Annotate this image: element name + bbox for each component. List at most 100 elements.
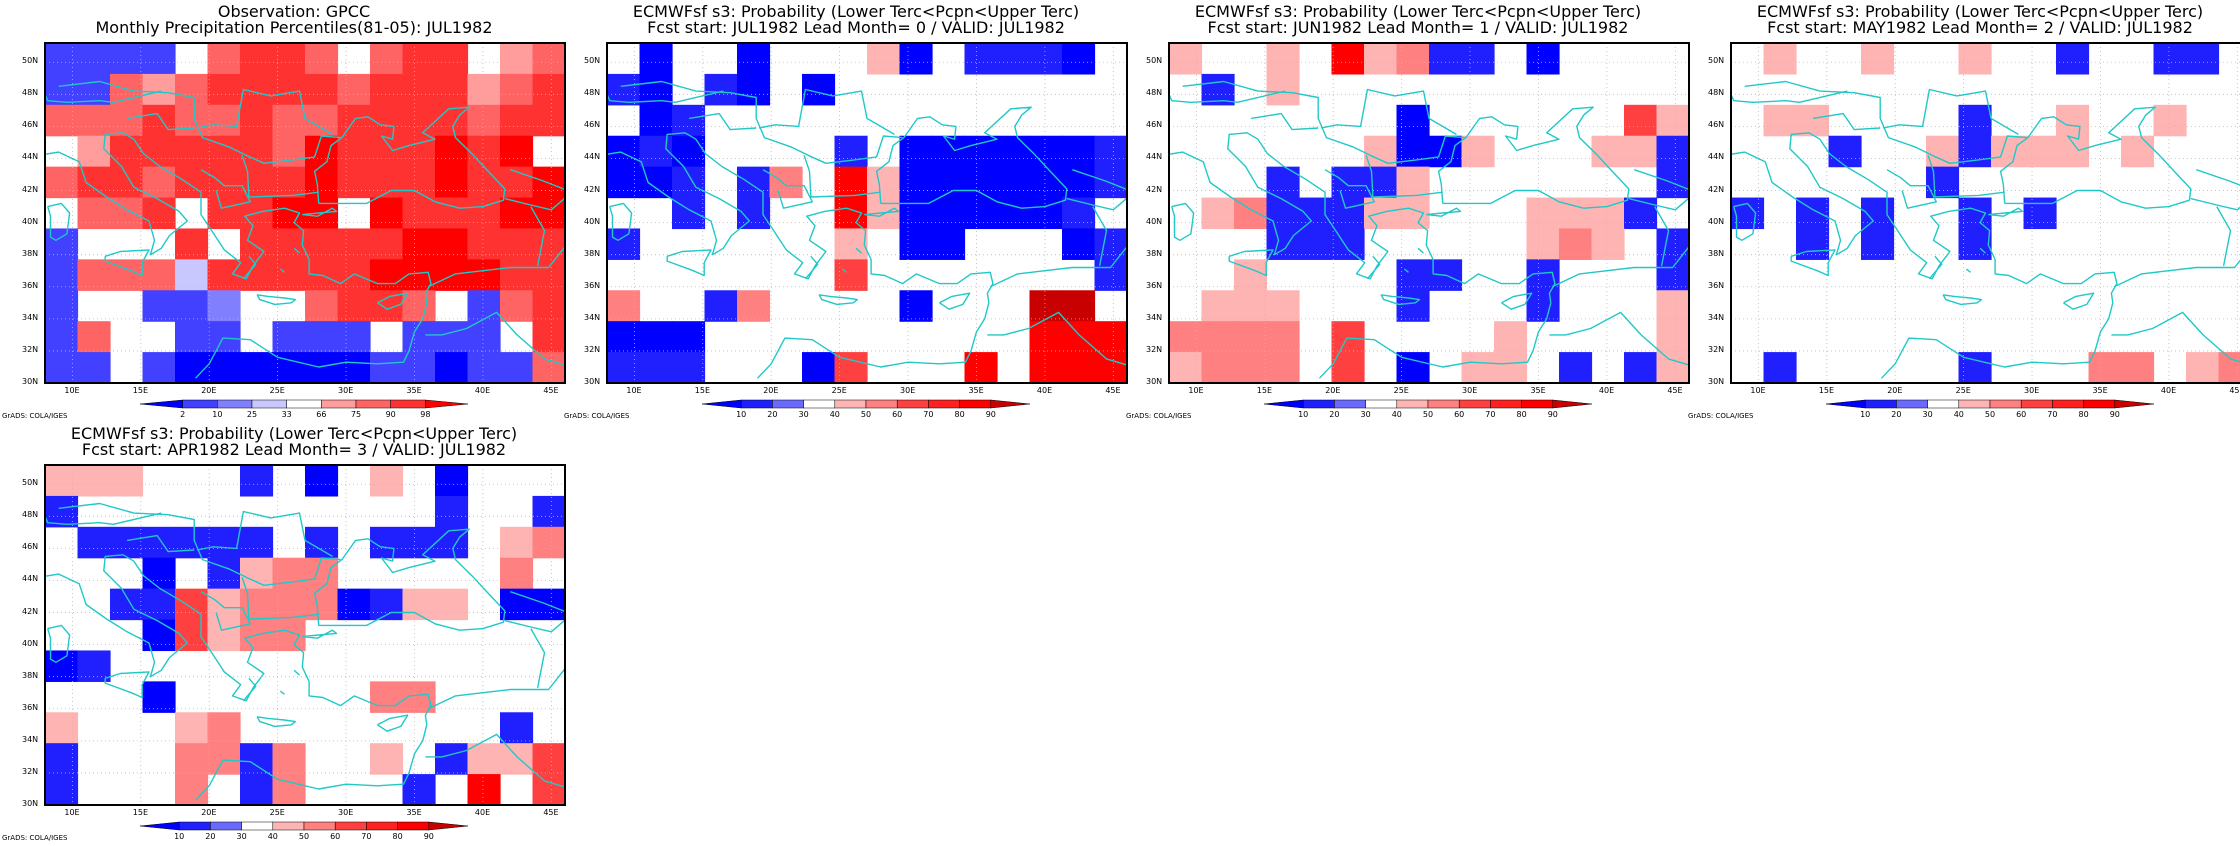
grid-cell: [500, 743, 533, 775]
grid-cell: [1364, 43, 1397, 75]
grid-cell: [143, 558, 176, 590]
lon-tick-label: 10E: [1750, 386, 1765, 395]
grid-cell: [1030, 43, 1063, 75]
lat-tick-label: 36N: [584, 281, 600, 290]
grid-cell: [305, 43, 338, 75]
lon-tick-label: 35E: [2092, 386, 2107, 395]
grid-cell: [533, 774, 566, 806]
colorbar-label: 40: [1954, 410, 1964, 419]
lat-tick-label: 32N: [22, 345, 38, 354]
grid-cell: [78, 321, 111, 353]
grid-cell: [500, 43, 533, 75]
lat-tick-label: 42N: [22, 185, 38, 194]
grid-cell: [867, 43, 900, 75]
grads-credit: GrADS: COLA/IGES: [1688, 412, 1753, 420]
colorbar-label: 50: [1985, 410, 1995, 419]
grid-cell: [78, 527, 111, 559]
grid-cell: [607, 352, 640, 384]
grid-cell: [435, 43, 468, 75]
coastline: [302, 630, 336, 638]
grid-cell: [175, 290, 208, 322]
colorbar-label: 75: [351, 410, 361, 419]
lat-tick-label: 32N: [1708, 345, 1724, 354]
colorbar-swatch: [1928, 400, 1959, 408]
grid-cell: [403, 198, 436, 230]
grid-cell: [1462, 352, 1495, 384]
coastline: [378, 715, 408, 731]
coastline: [380, 805, 390, 806]
lat-tick-label: 46N: [1708, 120, 1724, 129]
colorbar: [1264, 399, 1592, 409]
coastline: [1966, 269, 1970, 272]
grid-cell: [1462, 136, 1495, 168]
lon-tick-label: 15E: [133, 386, 148, 395]
grid-cell: [500, 198, 533, 230]
coastline: [257, 295, 295, 305]
lat-tick-label: 40N: [22, 639, 38, 648]
grid-cell: [240, 743, 273, 775]
colorbar-label: 70: [1485, 410, 1495, 419]
grid-cell: [468, 290, 501, 322]
colorbar-swatch: [335, 822, 366, 830]
lat-tick-label: 36N: [22, 703, 38, 712]
lon-tick-label: 10E: [64, 808, 79, 817]
colorbar-label: 98: [420, 410, 430, 419]
grid-cell: [78, 105, 111, 137]
lat-tick-label: 48N: [1708, 88, 1724, 97]
grid-cell: [78, 198, 111, 230]
grid-cell: [175, 228, 208, 260]
grid-cell: [607, 290, 640, 322]
coastline: [257, 717, 295, 727]
colorbar-label: 40: [1392, 410, 1402, 419]
grid-cell: [240, 352, 273, 384]
lon-tick-label: 10E: [1188, 386, 1203, 395]
colorbar-swatch: [1334, 400, 1365, 408]
grid-cell: [208, 74, 241, 106]
grid-cell: [240, 105, 273, 137]
grid-cell: [533, 105, 566, 137]
grid-cell: [640, 352, 673, 384]
grid-cell: [240, 43, 273, 75]
colorbar-swatch: [217, 400, 252, 408]
lon-tick-label: 20E: [201, 808, 216, 817]
grid-cell: [1202, 352, 1235, 384]
colorbar-swatch: [304, 822, 335, 830]
grid-cell: [533, 496, 566, 528]
grid-cell: [1429, 43, 1462, 75]
colorbar-swatch: [273, 822, 304, 830]
grid-cell: [1267, 74, 1300, 106]
grid-cell: [370, 743, 403, 775]
grid-cell: [672, 167, 705, 199]
colorbar-swatch: [866, 400, 897, 408]
lon-tick-label: 10E: [64, 386, 79, 395]
grid-cell: [468, 352, 501, 384]
grid-cell: [965, 198, 998, 230]
coastline: [2191, 170, 2240, 210]
grid-cell: [45, 774, 78, 806]
grid-cell: [1657, 352, 1690, 384]
colorbar-swatch: [1459, 400, 1490, 408]
grid-cell: [1364, 167, 1397, 199]
grid-cell: [78, 465, 111, 497]
grid-cell: [435, 105, 468, 137]
grid-cell: [2056, 43, 2089, 75]
grid-cell: [1494, 321, 1527, 353]
colorbar-swatch: [1826, 400, 1865, 408]
coastline: [940, 293, 970, 309]
grid-cell: [1764, 43, 1797, 75]
grid-cell: [175, 136, 208, 168]
colorbar-swatch: [425, 400, 468, 408]
lat-tick-label: 38N: [1146, 249, 1162, 258]
grid-cell: [533, 743, 566, 775]
grid-cell: [143, 620, 176, 652]
coastline: [819, 295, 857, 305]
grid-cell: [2089, 352, 2122, 384]
colorbar-swatch: [2052, 400, 2083, 408]
grid-cell: [1559, 198, 1592, 230]
coastline: [1321, 90, 1457, 135]
grid-cell: [240, 589, 273, 621]
colorbar-swatch: [772, 400, 803, 408]
grid-cell: [500, 259, 533, 291]
grid-cell: [1796, 228, 1829, 260]
colorbar-swatch: [960, 400, 991, 408]
